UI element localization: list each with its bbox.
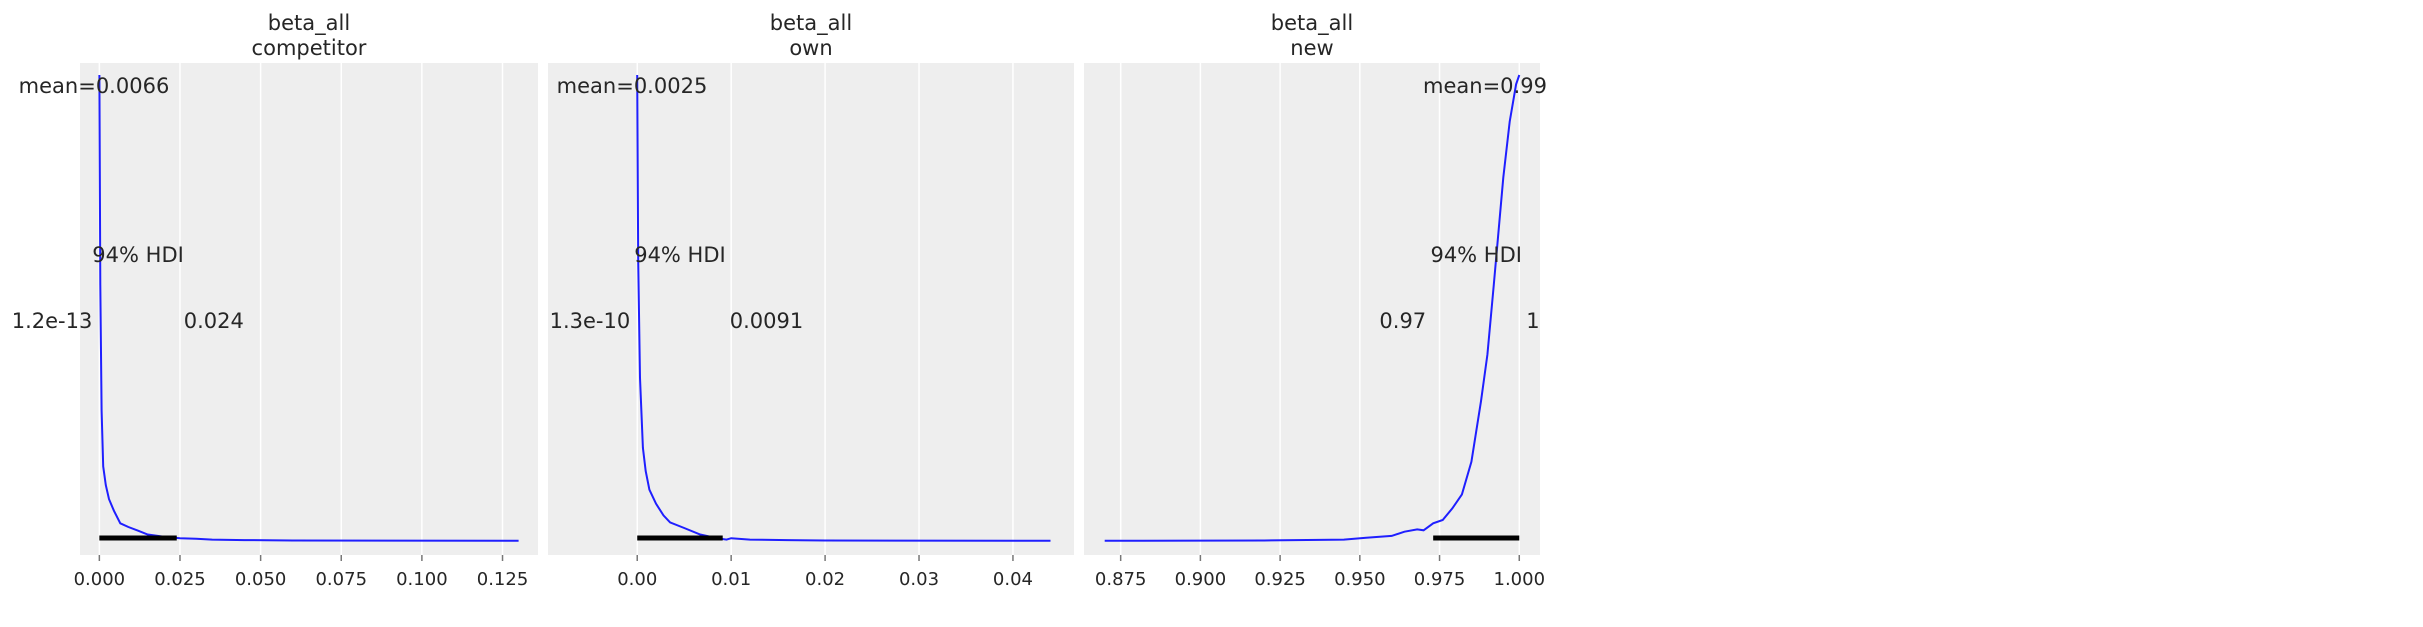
panel-competitor: 0.000 0.025 0.050 0.075 0.100 0.125 beta_allco… <box>12 11 538 590</box>
x-tick-label: 0.00 <box>617 569 657 590</box>
hdi-label: 94% HDI <box>92 243 184 267</box>
hdi-high-label: 0.024 <box>184 309 244 333</box>
hdi-low-label: 1.3e-10 <box>550 309 631 333</box>
x-tick-label: 0.04 <box>993 569 1033 590</box>
x-tick-label: 0.950 <box>1334 569 1386 590</box>
hdi-low-label: 1.2e-13 <box>12 309 93 333</box>
hdi-label: 94% HDI <box>1430 243 1522 267</box>
x-tick-label: 0.925 <box>1254 569 1306 590</box>
density-line <box>98 74 519 542</box>
x-tick-label: 0.125 <box>477 569 529 590</box>
density-line <box>636 74 1051 542</box>
panel-title-line1: beta_all <box>1271 11 1353 36</box>
x-tick-label: 0.900 <box>1175 569 1227 590</box>
x-tick-label: 0.03 <box>899 569 939 590</box>
x-tick-label: 0.050 <box>235 569 287 590</box>
x-tick-label: 0.075 <box>315 569 367 590</box>
x-tick-label: 1.000 <box>1494 569 1546 590</box>
mean-label: mean=0.99 <box>1423 74 1547 98</box>
panel-title-line2: competitor <box>252 36 367 60</box>
x-tick-label: 0.02 <box>805 569 845 590</box>
mean-label: mean=0.0066 <box>19 74 170 98</box>
panel-title-line2: new <box>1290 36 1333 60</box>
hdi-high-label: 0.0091 <box>730 309 803 333</box>
hdi-high-label: 1 <box>1526 309 1539 333</box>
density-line <box>1104 74 1521 542</box>
panel-title-line1: beta_all <box>268 11 350 36</box>
panel-title-line2: own <box>789 36 832 60</box>
x-tick-label: 0.875 <box>1095 569 1147 590</box>
mean-label: mean=0.0025 <box>557 74 708 98</box>
panel-title-line1: beta_all <box>770 11 852 36</box>
plot-area <box>548 63 1074 555</box>
x-tick-label: 0.100 <box>396 569 448 590</box>
x-tick-label: 0.025 <box>154 569 206 590</box>
panel-new: 0.875 0.900 0.925 0.950 0.975 1.000 beta_allne… <box>1084 11 1547 590</box>
x-tick-label: 0.000 <box>74 569 126 590</box>
plot-area <box>1084 63 1540 555</box>
plot-area <box>80 63 538 555</box>
hdi-low-label: 0.97 <box>1379 309 1426 333</box>
hdi-label: 94% HDI <box>634 243 726 267</box>
x-tick-label: 0.01 <box>711 569 751 590</box>
x-tick-label: 0.975 <box>1414 569 1466 590</box>
